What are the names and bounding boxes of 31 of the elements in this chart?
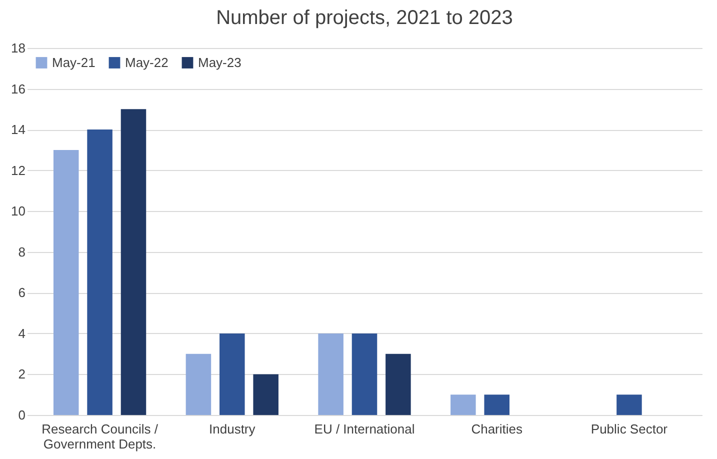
x-tick-label: EU / International: [314, 422, 415, 436]
x-tick-label: Industry: [209, 422, 256, 436]
bar: [220, 333, 245, 415]
y-tick-label: 18: [11, 40, 26, 56]
y-tick-label: 0: [18, 408, 26, 422]
bar: [253, 374, 278, 415]
bar: [386, 354, 411, 415]
legend-label: May-21: [52, 54, 96, 70]
legend-label: May-23: [198, 54, 242, 70]
bar: [352, 333, 378, 415]
y-tick-label: 8: [18, 244, 26, 260]
y-tick-label: 14: [11, 122, 26, 138]
y-tick-label: 4: [18, 326, 26, 341]
y-tick-label: 12: [11, 162, 26, 178]
bar: [450, 394, 476, 415]
bar: [186, 354, 212, 415]
x-tick-label: Public Sector: [590, 422, 668, 436]
bar: [120, 109, 146, 415]
bar: [87, 130, 112, 415]
y-tick-label: 2: [18, 366, 26, 382]
bar: [53, 150, 79, 415]
x-tick-label: Research Councils / Government Depts.: [42, 422, 158, 452]
y-tick-label: 6: [18, 285, 26, 300]
x-tick-label: Charities: [471, 422, 523, 436]
y-tick-label: 10: [11, 204, 26, 219]
bar: [484, 394, 510, 415]
y-tick-label: 16: [11, 81, 26, 96]
chart-title: Number of projects, 2021 to 2023: [216, 7, 513, 29]
bar: [318, 333, 344, 415]
legend-label: May-22: [125, 54, 168, 70]
bar: [616, 394, 642, 415]
